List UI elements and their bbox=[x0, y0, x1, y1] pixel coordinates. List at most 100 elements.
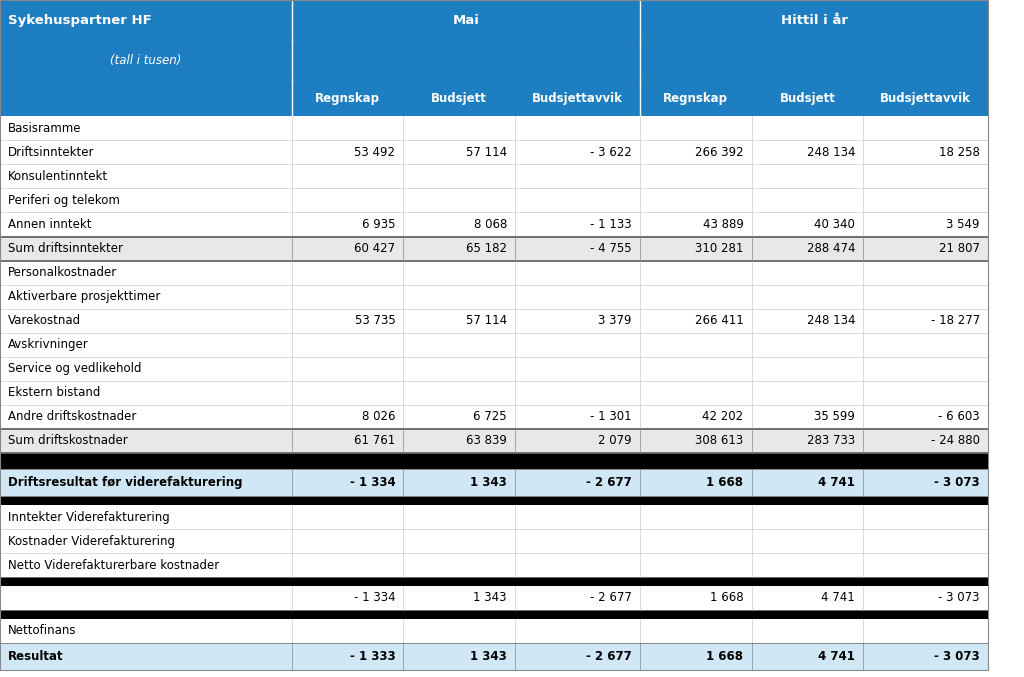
Text: 6 935: 6 935 bbox=[361, 218, 395, 231]
Text: 40 340: 40 340 bbox=[814, 218, 855, 231]
Text: Avskrivninger: Avskrivninger bbox=[8, 338, 89, 351]
Bar bbox=[0, 468, 988, 496]
Text: (tall i tusen): (tall i tusen) bbox=[111, 53, 181, 66]
Text: 4 741: 4 741 bbox=[818, 650, 855, 663]
Text: 35 599: 35 599 bbox=[814, 410, 855, 423]
Text: - 2 677: - 2 677 bbox=[590, 591, 632, 605]
Text: 288 474: 288 474 bbox=[807, 242, 855, 255]
Text: Driftsresultat før viderefakturering: Driftsresultat før viderefakturering bbox=[8, 476, 243, 489]
Bar bbox=[0, 357, 988, 380]
Text: Varekostnad: Varekostnad bbox=[8, 314, 81, 327]
Text: - 24 880: - 24 880 bbox=[931, 434, 980, 447]
Text: 308 613: 308 613 bbox=[695, 434, 743, 447]
Text: Inntekter Viderefakturering: Inntekter Viderefakturering bbox=[8, 510, 170, 523]
Text: 4 741: 4 741 bbox=[821, 591, 855, 605]
Text: 1 668: 1 668 bbox=[710, 591, 743, 605]
Text: Driftsinntekter: Driftsinntekter bbox=[8, 146, 94, 159]
Text: 53 735: 53 735 bbox=[354, 314, 395, 327]
Text: 6 725: 6 725 bbox=[473, 410, 507, 423]
Text: 8 026: 8 026 bbox=[361, 410, 395, 423]
Bar bbox=[0, 642, 988, 670]
Text: Ekstern bistand: Ekstern bistand bbox=[8, 386, 100, 399]
Text: Sum driftskostnader: Sum driftskostnader bbox=[8, 434, 128, 447]
Text: 3 549: 3 549 bbox=[946, 218, 980, 231]
Text: - 18 277: - 18 277 bbox=[931, 314, 980, 327]
Text: Basisramme: Basisramme bbox=[8, 122, 82, 135]
Text: 266 411: 266 411 bbox=[694, 314, 743, 327]
Text: 57 114: 57 114 bbox=[466, 314, 507, 327]
Text: Nettofinans: Nettofinans bbox=[8, 624, 77, 637]
Text: 53 492: 53 492 bbox=[354, 146, 395, 159]
Bar bbox=[0, 116, 988, 140]
Bar bbox=[0, 529, 988, 553]
Bar bbox=[0, 261, 988, 284]
Bar bbox=[0, 405, 988, 429]
Bar bbox=[0, 619, 988, 642]
Text: Netto Viderefakturerbare kostnader: Netto Viderefakturerbare kostnader bbox=[8, 559, 219, 571]
Text: 1 343: 1 343 bbox=[470, 650, 507, 663]
Bar bbox=[0, 610, 988, 619]
Text: Service og vedlikehold: Service og vedlikehold bbox=[8, 362, 141, 375]
Text: Budsjettavvik: Budsjettavvik bbox=[881, 92, 971, 105]
Text: - 3 073: - 3 073 bbox=[938, 591, 980, 605]
Text: 63 839: 63 839 bbox=[466, 434, 507, 447]
Text: - 3 622: - 3 622 bbox=[590, 146, 632, 159]
Text: 43 889: 43 889 bbox=[702, 218, 743, 231]
Text: Kostnader Viderefakturering: Kostnader Viderefakturering bbox=[8, 535, 175, 548]
Bar bbox=[0, 236, 988, 261]
Text: 4 741: 4 741 bbox=[818, 476, 855, 489]
Text: Personalkostnader: Personalkostnader bbox=[8, 266, 118, 279]
Text: 60 427: 60 427 bbox=[354, 242, 395, 255]
Bar bbox=[0, 380, 988, 405]
Text: Andre driftskostnader: Andre driftskostnader bbox=[8, 410, 136, 423]
Text: - 4 755: - 4 755 bbox=[590, 242, 632, 255]
Bar bbox=[0, 213, 988, 236]
Text: - 3 073: - 3 073 bbox=[934, 476, 980, 489]
Text: 266 392: 266 392 bbox=[695, 146, 743, 159]
Text: 1 668: 1 668 bbox=[707, 476, 743, 489]
Bar bbox=[0, 332, 988, 357]
Text: Budsjettavvik: Budsjettavvik bbox=[532, 92, 623, 105]
Text: Sum driftsinntekter: Sum driftsinntekter bbox=[8, 242, 123, 255]
Text: 65 182: 65 182 bbox=[466, 242, 507, 255]
Text: Budsjett: Budsjett bbox=[431, 92, 487, 105]
Text: Aktiverbare prosjekttimer: Aktiverbare prosjekttimer bbox=[8, 290, 161, 303]
Text: 18 258: 18 258 bbox=[939, 146, 980, 159]
Text: 8 068: 8 068 bbox=[473, 218, 507, 231]
Text: 42 202: 42 202 bbox=[702, 410, 743, 423]
Bar bbox=[0, 505, 988, 529]
Text: 3 379: 3 379 bbox=[598, 314, 632, 327]
Bar bbox=[0, 496, 988, 505]
Text: Periferi og telekom: Periferi og telekom bbox=[8, 194, 120, 207]
Text: Annen inntekt: Annen inntekt bbox=[8, 218, 92, 231]
Bar bbox=[0, 309, 988, 332]
Bar bbox=[0, 284, 988, 309]
Text: Regnskap: Regnskap bbox=[315, 92, 380, 105]
Text: 2 079: 2 079 bbox=[598, 434, 632, 447]
Bar bbox=[0, 40, 988, 80]
Text: 283 733: 283 733 bbox=[807, 434, 855, 447]
Bar bbox=[0, 80, 988, 116]
Bar bbox=[0, 577, 988, 586]
Text: Sykehuspartner HF: Sykehuspartner HF bbox=[8, 14, 152, 26]
Text: Mai: Mai bbox=[453, 14, 479, 26]
Text: 61 761: 61 761 bbox=[354, 434, 395, 447]
Text: Budsjett: Budsjett bbox=[779, 92, 836, 105]
Text: - 6 603: - 6 603 bbox=[938, 410, 980, 423]
Bar bbox=[0, 140, 988, 165]
Text: - 1 334: - 1 334 bbox=[349, 476, 395, 489]
Text: 310 281: 310 281 bbox=[695, 242, 743, 255]
Text: 1 343: 1 343 bbox=[473, 591, 507, 605]
Text: - 2 677: - 2 677 bbox=[586, 650, 632, 663]
Text: Resultat: Resultat bbox=[8, 650, 63, 663]
Bar bbox=[0, 188, 988, 213]
Text: 21 807: 21 807 bbox=[939, 242, 980, 255]
Text: Konsulentinntekt: Konsulentinntekt bbox=[8, 170, 109, 183]
Text: 248 134: 248 134 bbox=[807, 146, 855, 159]
Text: 1 343: 1 343 bbox=[470, 476, 507, 489]
Text: Regnskap: Regnskap bbox=[664, 92, 728, 105]
Bar bbox=[0, 586, 988, 610]
Text: - 1 334: - 1 334 bbox=[353, 591, 395, 605]
Bar bbox=[0, 165, 988, 188]
Text: - 1 333: - 1 333 bbox=[349, 650, 395, 663]
